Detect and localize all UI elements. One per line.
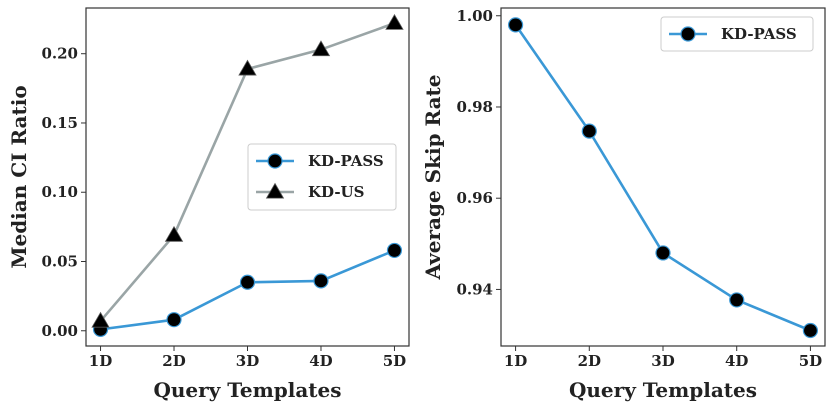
data-point-kd-pass [802, 322, 819, 339]
y-tick-label: 0.98 [456, 98, 493, 116]
data-point-kd-pass [729, 292, 745, 308]
legend-marker-kd-us [265, 182, 285, 199]
left-chart-median-ci-ratio: 0.00 0.05 0.10 0.15 0.20 1D 2D 3D 4D 5D Query Temp… [7, 7, 410, 402]
data-point-kd-pass [313, 273, 329, 289]
legend-box [660, 16, 814, 52]
y-tick-label: 0.05 [41, 253, 78, 271]
x-tick-label: 5D [383, 352, 406, 370]
data-point-kd-pass [655, 245, 671, 261]
y-axis-title: Median CI Ratio [7, 85, 31, 268]
data-point-kd-us [311, 40, 331, 57]
x-axis-title: Query Templates [153, 378, 341, 402]
x-tick-label: 3D [236, 352, 259, 370]
data-point-kd-pass [239, 274, 256, 290]
x-tick-label: 5D [799, 352, 822, 370]
data-point-kd-us [91, 311, 110, 328]
data-point-kd-pass [581, 123, 597, 139]
x-tick-label: 4D [309, 352, 332, 370]
legend-label-kd-us: KD-US [308, 183, 364, 201]
y-tick-label: 0.10 [41, 183, 78, 201]
x-tick-label: 1D [504, 352, 527, 370]
x-tick-label: 3D [651, 352, 674, 370]
legend-label-kd-pass: KD-PASS [308, 152, 384, 170]
x-tick-label: 2D [162, 352, 185, 370]
y-axis-title: Average Skip Rate [421, 74, 445, 280]
series-line-kd-pass [514, 24, 811, 332]
series-line-kd-pass [100, 249, 395, 331]
y-tick-label: 1.00 [456, 7, 493, 25]
legend-marker-kd-pass [267, 153, 283, 169]
y-tick-label: 0.00 [41, 322, 78, 340]
y-tick-label: 0.15 [41, 114, 78, 132]
legend-marker-kd-pass [680, 26, 696, 42]
x-axis-title: Query Templates [569, 378, 757, 402]
x-tick-label: 4D [725, 352, 748, 370]
y-tick-label: 0.96 [456, 189, 493, 207]
y-tick-label: 0.20 [41, 45, 78, 63]
plot-frame [500, 7, 826, 347]
data-point-kd-pass [507, 17, 524, 33]
x-tick-label: 2D [578, 352, 601, 370]
y-tick-label: 0.94 [456, 280, 493, 298]
data-point-kd-us [385, 13, 404, 30]
data-point-kd-pass [166, 312, 182, 328]
data-point-kd-pass [386, 242, 403, 259]
right-chart-average-skip-rate: 0.94 0.96 0.98 1.00 1D 2D 3D 4D 5D Query Template… [421, 7, 826, 402]
data-point-kd-us [238, 59, 257, 76]
legend-label-kd-pass: KD-PASS [721, 25, 797, 43]
x-tick-label: 1D [89, 352, 112, 370]
data-point-kd-us [164, 225, 184, 242]
